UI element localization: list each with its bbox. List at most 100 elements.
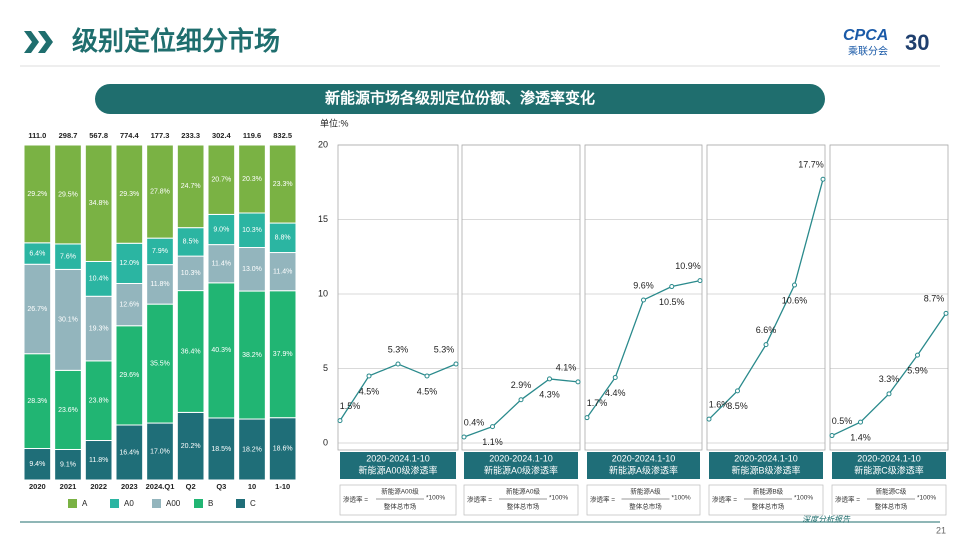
point: [518, 397, 524, 403]
bar-segment: [23, 448, 52, 481]
value-label: 17.7%: [798, 160, 824, 170]
segment-label: 23.8%: [89, 398, 109, 405]
bar-segment: [23, 353, 52, 450]
point: [829, 433, 835, 439]
formula-factor: *100%: [549, 495, 568, 502]
value-label: 0.5%: [832, 416, 853, 426]
total-label: 177.3: [151, 131, 170, 140]
segment-label: 23.3%: [273, 181, 293, 188]
point: [763, 342, 769, 348]
point: [612, 374, 618, 380]
bar-segment: [238, 212, 266, 249]
charts: 9.4% 28.3% 26.7% 6.4% 29.2% 111.0 2020 9.1% 23.6…: [23, 117, 949, 516]
value-label: 3.3%: [879, 374, 900, 384]
segment-label: 24.7%: [181, 183, 201, 190]
point: [641, 297, 646, 303]
value-label: 10.6%: [782, 295, 808, 305]
formula-denominator: 整体总市场: [384, 502, 417, 511]
formula-denominator: 整体总市场: [629, 502, 662, 511]
banner-text: 新能源市场各级别定位份额、渗透率变化: [325, 89, 595, 107]
segment-label: 7.9%: [152, 248, 168, 255]
point: [886, 391, 892, 397]
bar-segment: [207, 244, 236, 284]
segment-label: 9.0%: [213, 226, 229, 233]
segment-label: 29.3%: [119, 191, 139, 198]
segment-label: 20.3%: [242, 176, 262, 183]
footer-note: 深度分析报告: [802, 515, 851, 524]
formula-lhs: 渗透率 =: [590, 495, 615, 504]
formula-lhs: 渗透率 =: [712, 495, 737, 504]
value-label: 6.6%: [756, 325, 777, 335]
point: [735, 388, 740, 394]
bar-segment: [23, 144, 52, 244]
segment-label: 40.3%: [211, 347, 231, 354]
panel-title: 新能源B级渗透率: [731, 464, 800, 475]
bar-segment: [238, 247, 266, 292]
panel-title: 新能源A级渗透率: [609, 464, 678, 475]
bar-segment: [84, 360, 113, 442]
bar-segment: [115, 144, 144, 244]
header-title: 级别定位细分市场: [72, 26, 280, 56]
legend-swatch: [236, 499, 245, 508]
value-label: 4.1%: [556, 362, 577, 372]
formula-lhs: 渗透率 =: [835, 495, 860, 504]
point: [337, 418, 343, 424]
segment-label: 18.6%: [273, 446, 293, 453]
total-label: 302.4: [212, 131, 232, 140]
x-tick-label: 2023: [121, 482, 138, 491]
y-tick-label: 15: [318, 214, 328, 224]
legend-swatch: [110, 499, 119, 508]
point: [943, 310, 949, 316]
formula-box: [831, 484, 947, 516]
value-label: 8.7%: [924, 294, 945, 304]
total-label: 832.5: [273, 131, 292, 140]
bar-segment: [238, 418, 266, 481]
segment-label: 27.8%: [150, 188, 170, 195]
panel-title: 2020-2024.1-10: [857, 453, 921, 463]
bar-segment: [84, 260, 113, 297]
logo: CPCA: [843, 27, 888, 44]
formula-denominator: 整体总市场: [752, 502, 785, 511]
bar-segment: [84, 144, 113, 262]
legend-label: A00: [166, 499, 181, 508]
panel-title: 2020-2024.1-10: [489, 453, 553, 463]
segment-label: 10.4%: [89, 276, 109, 283]
panel-title: 2020-2024.1-10: [734, 453, 798, 463]
point: [584, 415, 590, 421]
bar-segment: [146, 144, 174, 239]
x-tick-label: 2020: [29, 482, 46, 491]
bar-segment: [146, 422, 174, 481]
total-label: 233.3: [181, 131, 200, 140]
value-label: 1.5%: [340, 401, 361, 411]
header-icon: [24, 31, 53, 53]
value-label: 4.3%: [539, 389, 560, 399]
point: [453, 361, 459, 367]
bar-segment: [268, 290, 297, 419]
panel-title-box: [832, 452, 946, 479]
segment-label: 20.7%: [211, 177, 231, 184]
bar-segment: [84, 440, 113, 481]
segment-label: 11.4%: [212, 261, 231, 268]
value-label: 4.5%: [417, 386, 438, 396]
point: [424, 373, 430, 379]
value-label: 0.4%: [464, 417, 485, 427]
bar-segment: [207, 213, 236, 246]
panel-frame: [584, 144, 703, 451]
panel-title: 新能源A00级渗透率: [358, 464, 437, 475]
bar-segment: [238, 144, 266, 214]
segment-label: 6.4%: [29, 250, 45, 257]
bar-segment: [207, 417, 236, 481]
point: [697, 278, 703, 284]
legend-swatch: [68, 499, 77, 508]
segment-label: 11.8%: [150, 281, 169, 288]
formula-factor: *100%: [672, 495, 691, 502]
total-label: 298.7: [59, 131, 78, 140]
value-label: 5.9%: [907, 365, 928, 375]
panel-title-box: [464, 452, 578, 479]
value-label: 1.6%: [709, 400, 730, 410]
bar-segment: [146, 264, 174, 305]
segment-label: 11.4%: [273, 268, 292, 275]
formula-lhs: 渗透率 =: [467, 495, 492, 504]
segment-label: 20.2%: [181, 443, 201, 450]
segment-label: 26.7%: [27, 306, 47, 313]
